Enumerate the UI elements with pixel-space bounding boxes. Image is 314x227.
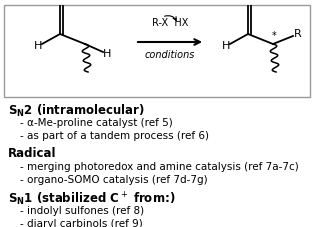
Text: - organo-SOMO catalysis (ref 7d-7g): - organo-SOMO catalysis (ref 7d-7g) (20, 175, 208, 185)
Text: *: * (272, 31, 276, 41)
Text: H: H (34, 41, 42, 51)
Text: - α-Me-proline catalyst (ref 5): - α-Me-proline catalyst (ref 5) (20, 118, 173, 128)
Text: Radical: Radical (8, 147, 57, 160)
Text: - merging photoredox and amine catalysis (ref 7a-7c): - merging photoredox and amine catalysis… (20, 162, 299, 172)
Text: - indolyl sulfones (ref 8): - indolyl sulfones (ref 8) (20, 206, 144, 216)
Text: O: O (57, 0, 66, 2)
Text: R: R (294, 29, 302, 39)
Text: $\mathbf{S_N1}$ (stabilized C$^+$ from:): $\mathbf{S_N1}$ (stabilized C$^+$ from:) (8, 191, 176, 208)
Text: R-X  HX: R-X HX (152, 18, 188, 28)
FancyArrowPatch shape (165, 16, 176, 20)
Text: - as part of a tandem process (ref 6): - as part of a tandem process (ref 6) (20, 131, 209, 141)
Text: $\mathbf{S_N2}$ (intramolecular): $\mathbf{S_N2}$ (intramolecular) (8, 103, 145, 119)
Text: conditions: conditions (145, 50, 195, 60)
Text: H: H (222, 41, 230, 51)
Text: - diaryl carbinols (ref 9): - diaryl carbinols (ref 9) (20, 219, 143, 227)
Bar (4, 5, 310, 97)
Text: H: H (103, 49, 111, 59)
Text: O: O (245, 0, 254, 2)
